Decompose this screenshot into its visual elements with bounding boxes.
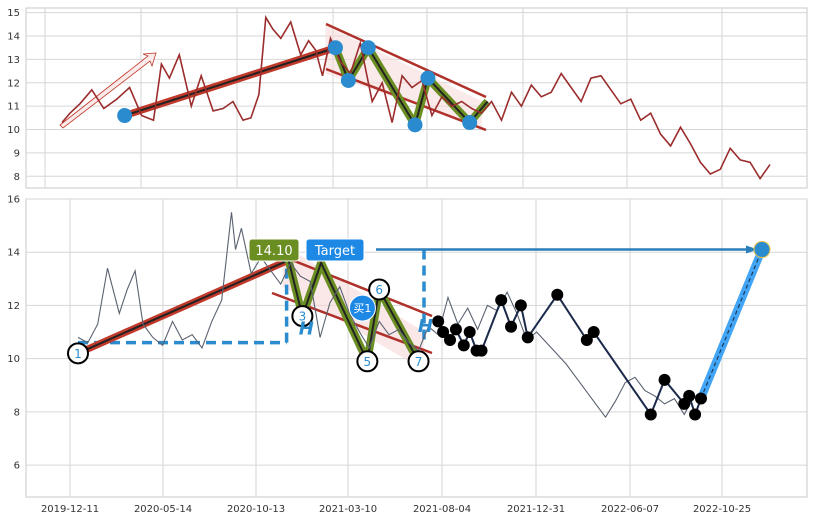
top-pattern-point [340,72,356,88]
bottom-pattern-point-label: 6 [375,283,383,297]
bottom-zigzag-point [551,288,564,301]
top-channel-upper [325,22,487,99]
top-y-tick-label: 13 [7,55,20,66]
bottom-zigzag-point [683,389,696,402]
bottom-pattern-point [291,305,314,328]
bottom-zigzag-point [463,326,476,339]
top-price-series [61,14,771,181]
bottom-y-tick-label: 12 [7,301,20,312]
bottom-x-tick-label: 2021-08-04 [413,504,471,515]
bottom-zigzag-point [521,331,534,344]
bottom-x-tick-label: 2021-12-31 [507,504,565,515]
bottom-x-tick-label: 2022-06-07 [601,504,659,515]
bottom-x-tick-label: 2019-12-11 [41,504,99,515]
bottom-pattern-point-label: 1 [74,347,82,361]
buy-marker [348,294,376,322]
bottom-zigzag-point [580,334,593,347]
bottom-zigzag-point [658,373,671,386]
bottom-y-axis: 6 8 10 12 14 16 [7,195,20,472]
top-pattern-point [420,70,436,86]
bottom-y-tick-label: 10 [7,354,20,365]
bottom-zigzag-point [587,326,600,339]
bottom-zigzag-point [495,294,508,307]
buy-marker-label: 买1 [353,302,371,315]
bottom-pattern-point [67,342,89,365]
top-panel: 8 9 10 11 12 13 14 15 [7,7,808,189]
top-y-tick-label: 11 [7,102,20,113]
top-y-axis: 8 9 10 11 12 13 14 15 [7,8,20,183]
bottom-labels: 14.10 Target [248,238,365,262]
projection-target-point [753,241,771,259]
target-value-label: 14.10 [255,244,292,259]
bottom-channel-upper [271,250,433,318]
bottom-pattern-point-label: 7 [415,355,423,369]
bottom-zigzag-point [505,320,518,333]
top-price-line [61,14,771,181]
bottom-zigzag [432,288,707,421]
bottom-y-tick-label: 8 [14,407,20,418]
bottom-zigzag-point [457,339,470,352]
top-y-tick-label: 15 [7,8,20,19]
top-y-tick-label: 10 [7,125,20,136]
top-pattern-point [462,115,478,131]
h-marker-label: H [418,316,433,337]
bottom-zigzag-point [694,392,707,405]
bottom-x-tick-label: 2020-05-14 [134,504,192,515]
target-arrow-head [746,245,758,254]
top-y-tick-label: 8 [14,172,20,183]
projection-core [700,249,763,399]
bottom-pattern-point-label: 5 [364,355,372,369]
bottom-y-tick-label: 16 [7,195,20,206]
target-name-badge [305,238,365,262]
top-pattern-point [327,40,343,56]
bottom-zigzag-point [444,334,457,347]
target-name-label: Target [314,244,355,259]
bottom-trend-core [77,259,290,355]
bottom-x-tick-label: 2022-10-25 [693,504,751,515]
bottom-grid [26,198,807,497]
bottom-pattern-point [407,350,430,373]
bottom-y-tick-label: 14 [7,248,20,259]
top-y-tick-label: 14 [7,32,20,43]
top-pattern-point [360,40,376,56]
bottom-x-tick-label: 2021-03-10 [319,504,377,515]
bottom-x-tick-label: 2020-10-13 [227,504,285,515]
bottom-pattern-points: 1 3 5 6 7 H H 买1 [67,278,433,373]
bottom-zigzag-point [475,344,488,357]
bottom-zigzag-point [689,408,702,421]
top-y-tick-label: 12 [7,78,20,89]
bottom-pattern-point [368,278,391,301]
bottom-zigzag-point [449,323,462,336]
top-arrow-outline [59,52,157,129]
top-trend-core [124,46,336,117]
top-grid [26,8,807,188]
bottom-zigzag-point [514,299,527,312]
h-marker-label: H [299,319,314,340]
top-pattern-points [117,40,478,133]
bottom-price-series [77,212,705,419]
bottom-zigzag-point [437,326,450,339]
bottom-y-tick-label: 6 [14,461,20,472]
bottom-zigzag-point [644,408,657,421]
top-pattern-point [407,117,423,133]
bottom-zigzag-point [432,315,445,328]
bottom-price-line [77,212,705,419]
bottom-pattern-point [356,350,379,373]
bottom-pattern-point-label: 3 [299,310,307,324]
target-value-badge [248,238,300,262]
top-pattern-point [117,108,133,124]
top-y-tick-label: 9 [14,148,20,159]
bottom-x-axis: 2019-12-11 2020-05-14 2020-10-13 2021-03-10… [41,504,751,515]
